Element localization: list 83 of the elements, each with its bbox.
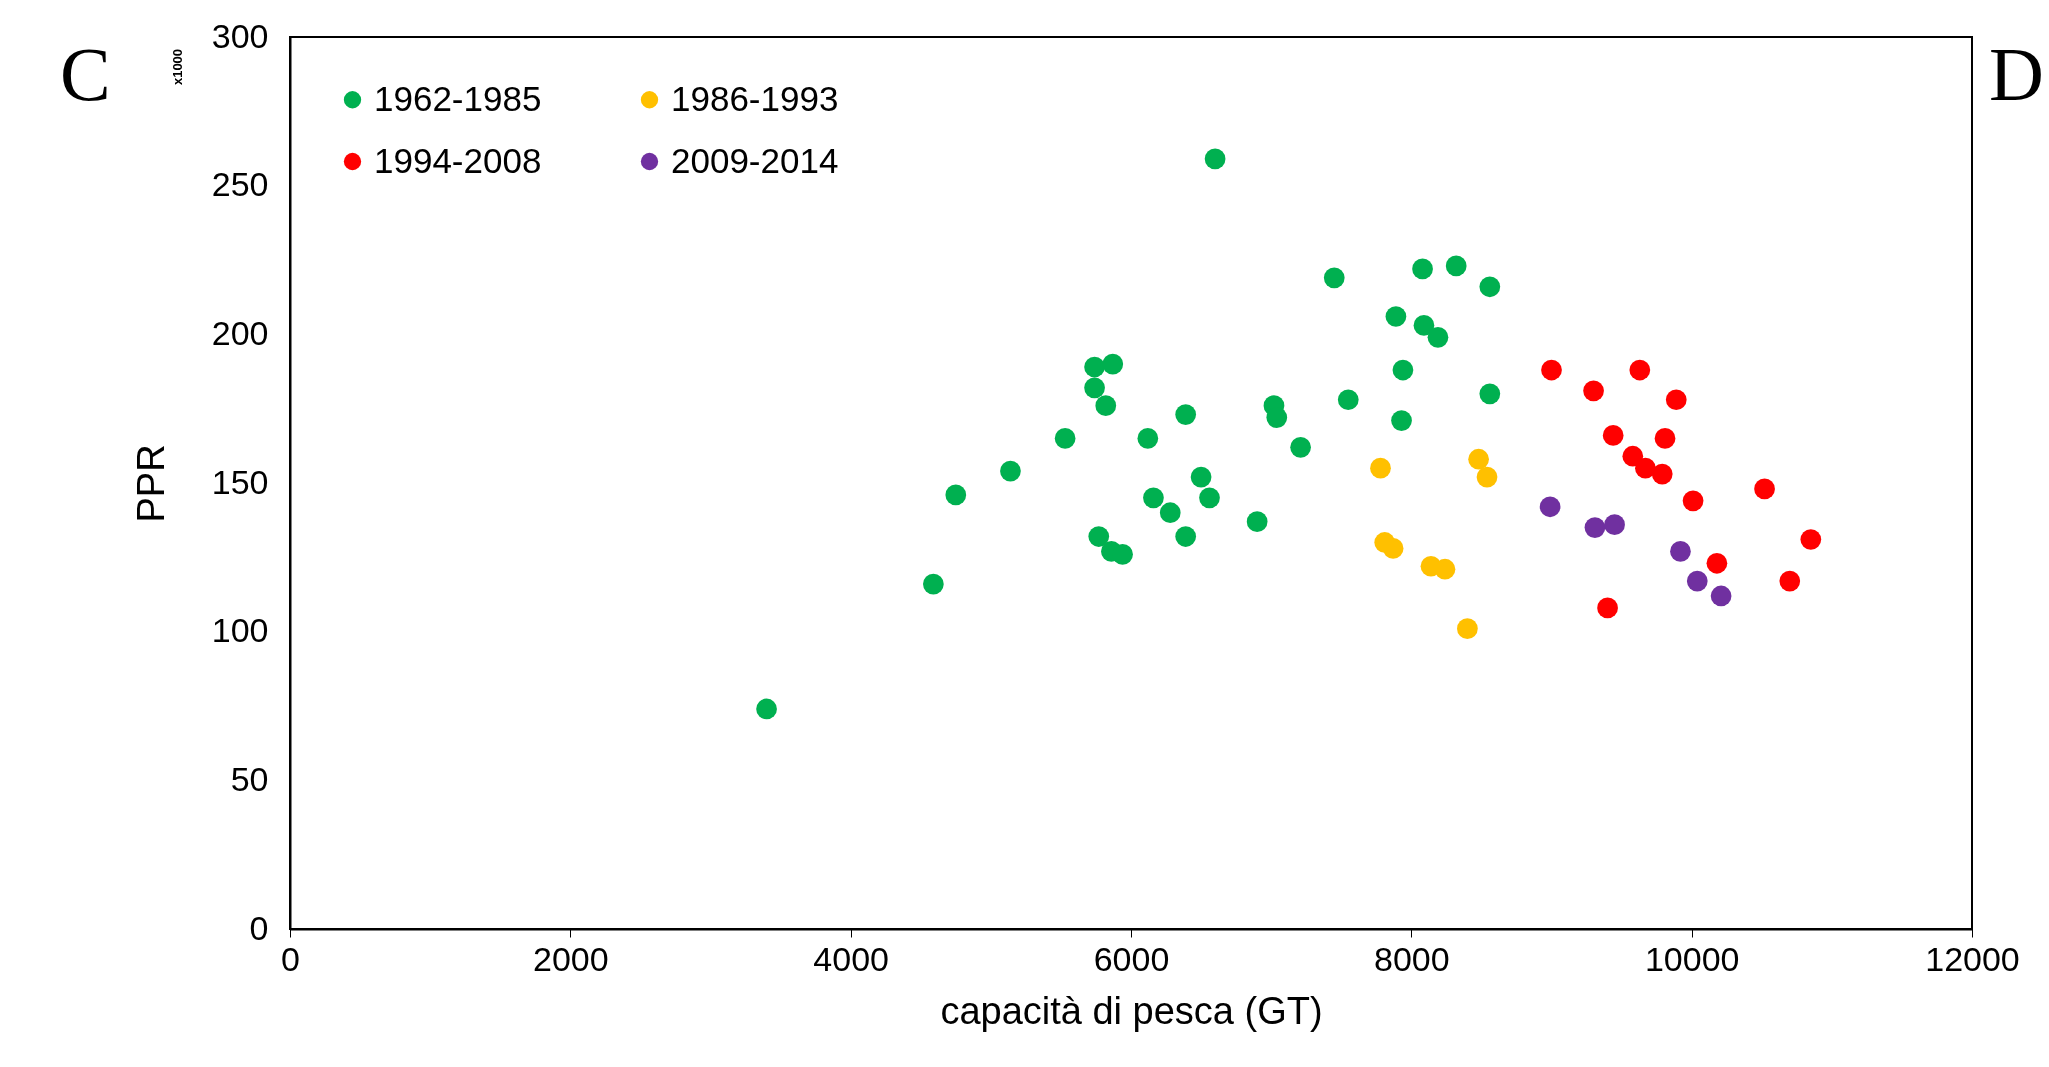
point	[923, 573, 944, 595]
point	[1445, 255, 1467, 277]
x-tick-label: 2000	[533, 939, 609, 978]
point	[1084, 356, 1105, 378]
point	[1370, 457, 1391, 479]
point	[1476, 466, 1498, 488]
point	[1290, 436, 1311, 458]
y-tick-label: 50	[230, 759, 269, 798]
point	[945, 484, 967, 506]
point	[1088, 526, 1110, 547]
point	[1000, 460, 1021, 482]
y-axis-title: PPR	[129, 444, 172, 523]
point	[1337, 389, 1359, 411]
point	[1175, 526, 1197, 547]
point	[1112, 544, 1133, 565]
point	[1137, 428, 1159, 449]
point	[1102, 353, 1124, 375]
point	[1584, 517, 1606, 538]
point	[1266, 407, 1288, 428]
point	[1457, 618, 1478, 640]
point	[1479, 383, 1501, 405]
y-tick-label: 250	[211, 165, 269, 204]
point	[1622, 445, 1644, 467]
x-tick-label: 10000	[1644, 939, 1740, 978]
point	[1779, 570, 1801, 592]
point	[1682, 490, 1704, 512]
point	[1629, 359, 1651, 381]
point	[1651, 463, 1673, 485]
point	[1710, 585, 1732, 607]
x-tick-label: 0	[281, 939, 300, 978]
point	[1054, 428, 1076, 449]
point	[1175, 404, 1197, 425]
point	[1597, 597, 1618, 619]
point	[1159, 502, 1181, 524]
point	[1541, 359, 1562, 381]
point	[1392, 359, 1414, 381]
point	[1670, 541, 1691, 562]
point	[1190, 466, 1212, 488]
x-tick-label: 6000	[1093, 939, 1170, 978]
y-tick-label: 100	[211, 611, 269, 650]
point	[1413, 315, 1435, 336]
point	[1800, 529, 1822, 550]
point	[1246, 511, 1268, 532]
legend-label: 2009-2014	[671, 140, 839, 180]
y-tick-label: 0	[249, 908, 269, 947]
point	[1706, 552, 1728, 574]
text: x1000	[170, 48, 185, 86]
y-tick-label: 150	[211, 462, 269, 501]
point	[1434, 558, 1456, 580]
y-tick-label: 300	[211, 16, 269, 55]
text: C	[60, 32, 111, 116]
point	[1754, 478, 1775, 500]
point	[1084, 377, 1105, 399]
point	[1385, 306, 1407, 327]
y-tick-label: 200	[211, 313, 269, 352]
point	[1468, 448, 1489, 470]
point	[1143, 487, 1164, 509]
point	[1479, 276, 1501, 298]
point	[1204, 148, 1226, 170]
point	[1654, 428, 1676, 449]
point	[1665, 389, 1687, 411]
text: D	[1989, 32, 2044, 116]
point	[1539, 496, 1561, 518]
point	[1602, 425, 1624, 446]
point	[1604, 514, 1625, 535]
point	[756, 698, 777, 720]
legend-label: 1986-1993	[671, 78, 839, 118]
point	[1382, 538, 1404, 559]
x-axis-title: capacità di pesca (GT)	[940, 989, 1323, 1032]
x-tick-label: 4000	[813, 939, 889, 978]
point	[1686, 570, 1708, 592]
point	[1199, 487, 1220, 509]
legend-label: 1962-1985	[374, 78, 542, 118]
legend-label: 1994-2008	[374, 140, 542, 180]
point	[1583, 380, 1604, 402]
point	[1323, 267, 1345, 289]
x-tick-label: 8000	[1374, 939, 1450, 978]
point	[1391, 410, 1412, 431]
point	[1635, 457, 1656, 479]
point	[1095, 395, 1117, 417]
point	[1427, 326, 1449, 348]
point	[1412, 258, 1433, 280]
x-tick-label: 12000	[1925, 939, 2020, 978]
